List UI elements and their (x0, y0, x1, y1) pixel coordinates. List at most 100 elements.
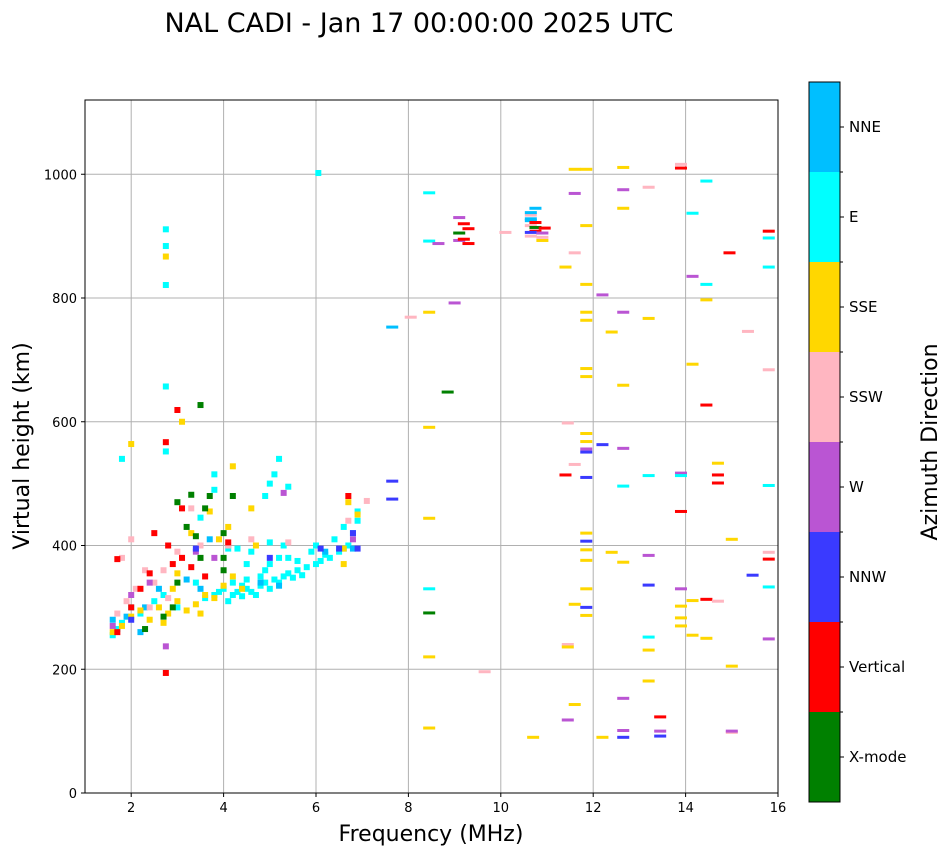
data-point-ssw (123, 598, 130, 605)
data-point-sse (580, 282, 593, 286)
data-point-nne (524, 211, 537, 215)
x-tick-label: 14 (677, 801, 694, 816)
data-point-vertical (345, 493, 352, 499)
data-point-sse (174, 598, 181, 605)
data-point-sse (580, 548, 593, 552)
colorbar-category-label: W (849, 478, 864, 496)
data-point-w (617, 188, 630, 192)
data-point-nnw (524, 230, 537, 234)
colorbar-segment (809, 82, 840, 172)
x-tick-label: 8 (404, 801, 412, 816)
data-point-w (536, 231, 549, 235)
data-point-ssw (524, 224, 537, 228)
data-point-e (686, 211, 699, 215)
data-point-sse (423, 516, 436, 520)
data-point-ssw (248, 536, 255, 543)
data-point-ssw (285, 539, 292, 546)
data-point-x-mode (220, 567, 227, 574)
data-point-ssw (762, 550, 775, 554)
data-point-e (243, 585, 250, 592)
data-point-nnw (642, 583, 655, 587)
data-point-e (289, 574, 296, 581)
data-point-e (271, 471, 278, 478)
data-point-x-mode (188, 491, 195, 498)
data-point-e (340, 523, 347, 530)
data-point-w (674, 471, 687, 475)
x-tick-label: 6 (312, 801, 320, 816)
data-point-e (248, 548, 255, 555)
data-point-nne (142, 604, 149, 611)
data-point-sse (155, 604, 162, 611)
data-point-vertical (179, 554, 186, 561)
data-point-e (303, 564, 310, 571)
data-point-x-mode (220, 530, 227, 537)
data-point-e (162, 226, 169, 233)
data-point-e (162, 448, 169, 455)
data-point-sse (192, 601, 199, 608)
data-point-nnw (386, 497, 399, 501)
data-point-ssw (142, 567, 149, 574)
data-point-nnw (349, 530, 356, 537)
data-point-vertical (457, 222, 470, 226)
data-point-x-mode (197, 554, 204, 561)
data-point-ssw (197, 542, 204, 549)
data-point-ssw (118, 554, 125, 561)
data-point-vertical (169, 561, 176, 568)
data-point-sse (642, 316, 655, 320)
data-point-nne (524, 217, 537, 221)
data-point-vertical (762, 229, 775, 233)
data-point-e (280, 542, 287, 549)
data-point-sse (423, 425, 436, 429)
data-point-nne (322, 548, 329, 555)
data-point-sse (183, 607, 190, 614)
data-point-e (262, 579, 269, 586)
data-point-sse (725, 537, 738, 541)
data-point-vertical (165, 542, 172, 549)
data-point-sse (137, 607, 144, 614)
y-axis-label: Virtual height (km) (10, 342, 35, 549)
data-point-sse (686, 362, 699, 366)
data-point-sse (686, 633, 699, 637)
data-point-sse (128, 441, 135, 448)
colorbar: X-mode Vertical NNW W SSW SSE E NNE (808, 81, 906, 803)
data-point-sse (340, 561, 347, 568)
x-axis-ticks: 2 4 6 8 10 12 14 16 (127, 793, 786, 816)
plot-frame (84, 99, 779, 794)
data-point-vertical (462, 242, 475, 246)
data-point-w (453, 216, 466, 220)
data-point-ssw (762, 368, 775, 372)
data-point-vertical (538, 226, 551, 230)
data-point-sse (700, 636, 713, 640)
data-point-e (276, 579, 283, 586)
data-point-nne (155, 585, 162, 592)
data-point-e (234, 588, 241, 595)
data-point-e (160, 592, 167, 598)
data-point-x-mode (206, 493, 213, 499)
data-point-x-mode (202, 505, 209, 512)
data-point-vertical (529, 221, 542, 225)
data-point-ssw (674, 162, 687, 166)
data-point-w (617, 729, 630, 733)
data-point-sse (423, 655, 436, 659)
data-point-e (266, 585, 273, 592)
data-point-e (225, 598, 232, 605)
data-point-ssw (642, 185, 655, 189)
data-point-ssw (568, 462, 581, 466)
data-point-vertical (711, 481, 724, 485)
data-point-vertical (162, 669, 169, 676)
data-point-vertical (674, 166, 687, 170)
data-point-sse (423, 310, 436, 314)
data-point-sse (580, 367, 593, 371)
colorbar-segment (809, 712, 840, 802)
data-point-sse (617, 206, 630, 210)
data-point-e (248, 588, 255, 595)
data-point-x-mode (192, 533, 199, 540)
data-point-sse (211, 595, 218, 602)
data-point-nnw (617, 735, 630, 739)
data-point-nne (137, 629, 144, 636)
data-point-nnw (654, 734, 667, 738)
data-point-e (700, 179, 713, 183)
data-point-sse (580, 310, 593, 314)
data-point-e (162, 282, 169, 289)
data-point-w (162, 643, 169, 650)
